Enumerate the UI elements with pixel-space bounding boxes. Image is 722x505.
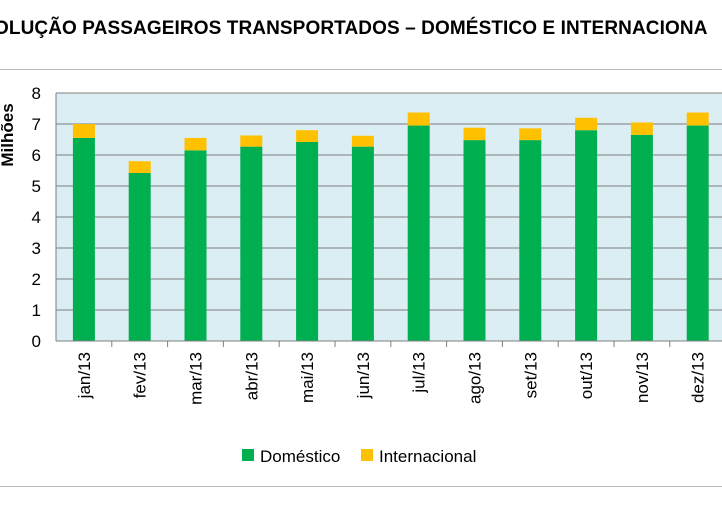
chart-title: OLUÇÃO PASSAGEIROS TRANSPORTADOS – DOMÉS… [0, 18, 708, 39]
bottom-divider [0, 486, 722, 487]
x-tick-label: jul/13 [410, 352, 429, 394]
x-tick-label: set/13 [521, 352, 540, 398]
bar-internacional-3 [240, 135, 263, 147]
x-tick-label: dez/13 [689, 352, 708, 403]
bar-domestico-11 [686, 125, 709, 341]
y-axis-title: Milhões [0, 103, 17, 166]
bar-domestico-0 [72, 137, 95, 341]
legend-label: Doméstico [260, 447, 340, 466]
bar-domestico-2 [184, 150, 207, 341]
x-tick-label: mai/13 [298, 352, 317, 403]
bar-domestico-3 [240, 146, 263, 341]
bar-internacional-1 [128, 161, 151, 173]
bars [72, 112, 709, 341]
x-tick-label: fev/13 [131, 352, 150, 398]
bar-domestico-8 [519, 140, 542, 341]
bar-internacional-5 [351, 135, 374, 147]
bar-domestico-4 [296, 141, 319, 341]
axes: 0 1 2 3 4 5 6 7 8 Milhões jan/13 fev/13 mar/13 abr/13… [0, 84, 722, 405]
bar-internacional-2 [184, 137, 207, 151]
legend-label: Internacional [379, 447, 476, 466]
x-tick-label: jan/13 [75, 352, 94, 399]
y-tick-label: 6 [32, 146, 41, 165]
bar-internacional-10 [630, 122, 653, 135]
y-tick-label: 4 [32, 208, 41, 227]
x-tick-label: mar/13 [187, 352, 206, 405]
bar-internacional-6 [407, 112, 430, 126]
bar-internacional-9 [575, 117, 598, 131]
y-tick-label: 5 [32, 177, 41, 196]
bar-internacional-4 [296, 130, 319, 142]
x-tick-label: ago/13 [466, 352, 485, 404]
bar-domestico-1 [128, 172, 151, 341]
y-tick-label: 8 [32, 84, 41, 103]
y-tick-label: 3 [32, 239, 41, 258]
bar-internacional-0 [72, 124, 95, 138]
bar-domestico-6 [407, 125, 430, 341]
y-tick-label: 1 [32, 301, 41, 320]
y-tick-label: 2 [32, 270, 41, 289]
bar-internacional-7 [463, 127, 486, 141]
bar-domestico-10 [630, 134, 653, 341]
bar-domestico-9 [575, 130, 598, 341]
y-tick-label: 0 [32, 332, 41, 351]
legend: Doméstico Internacional [242, 447, 476, 466]
bar-internacional-8 [519, 128, 542, 141]
gridlines [56, 92, 722, 311]
bar-domestico-7 [463, 140, 486, 341]
x-tick-label: nov/13 [633, 352, 652, 403]
top-divider [0, 69, 722, 70]
x-tick-label: out/13 [577, 352, 596, 399]
x-tick-label: jun/13 [354, 352, 373, 399]
y-tick-label: 7 [32, 115, 41, 134]
bar-internacional-11 [686, 112, 709, 126]
legend-swatch [361, 449, 373, 461]
x-tick-label: abr/13 [242, 352, 261, 400]
legend-swatch [242, 449, 254, 461]
bar-domestico-5 [351, 146, 374, 341]
